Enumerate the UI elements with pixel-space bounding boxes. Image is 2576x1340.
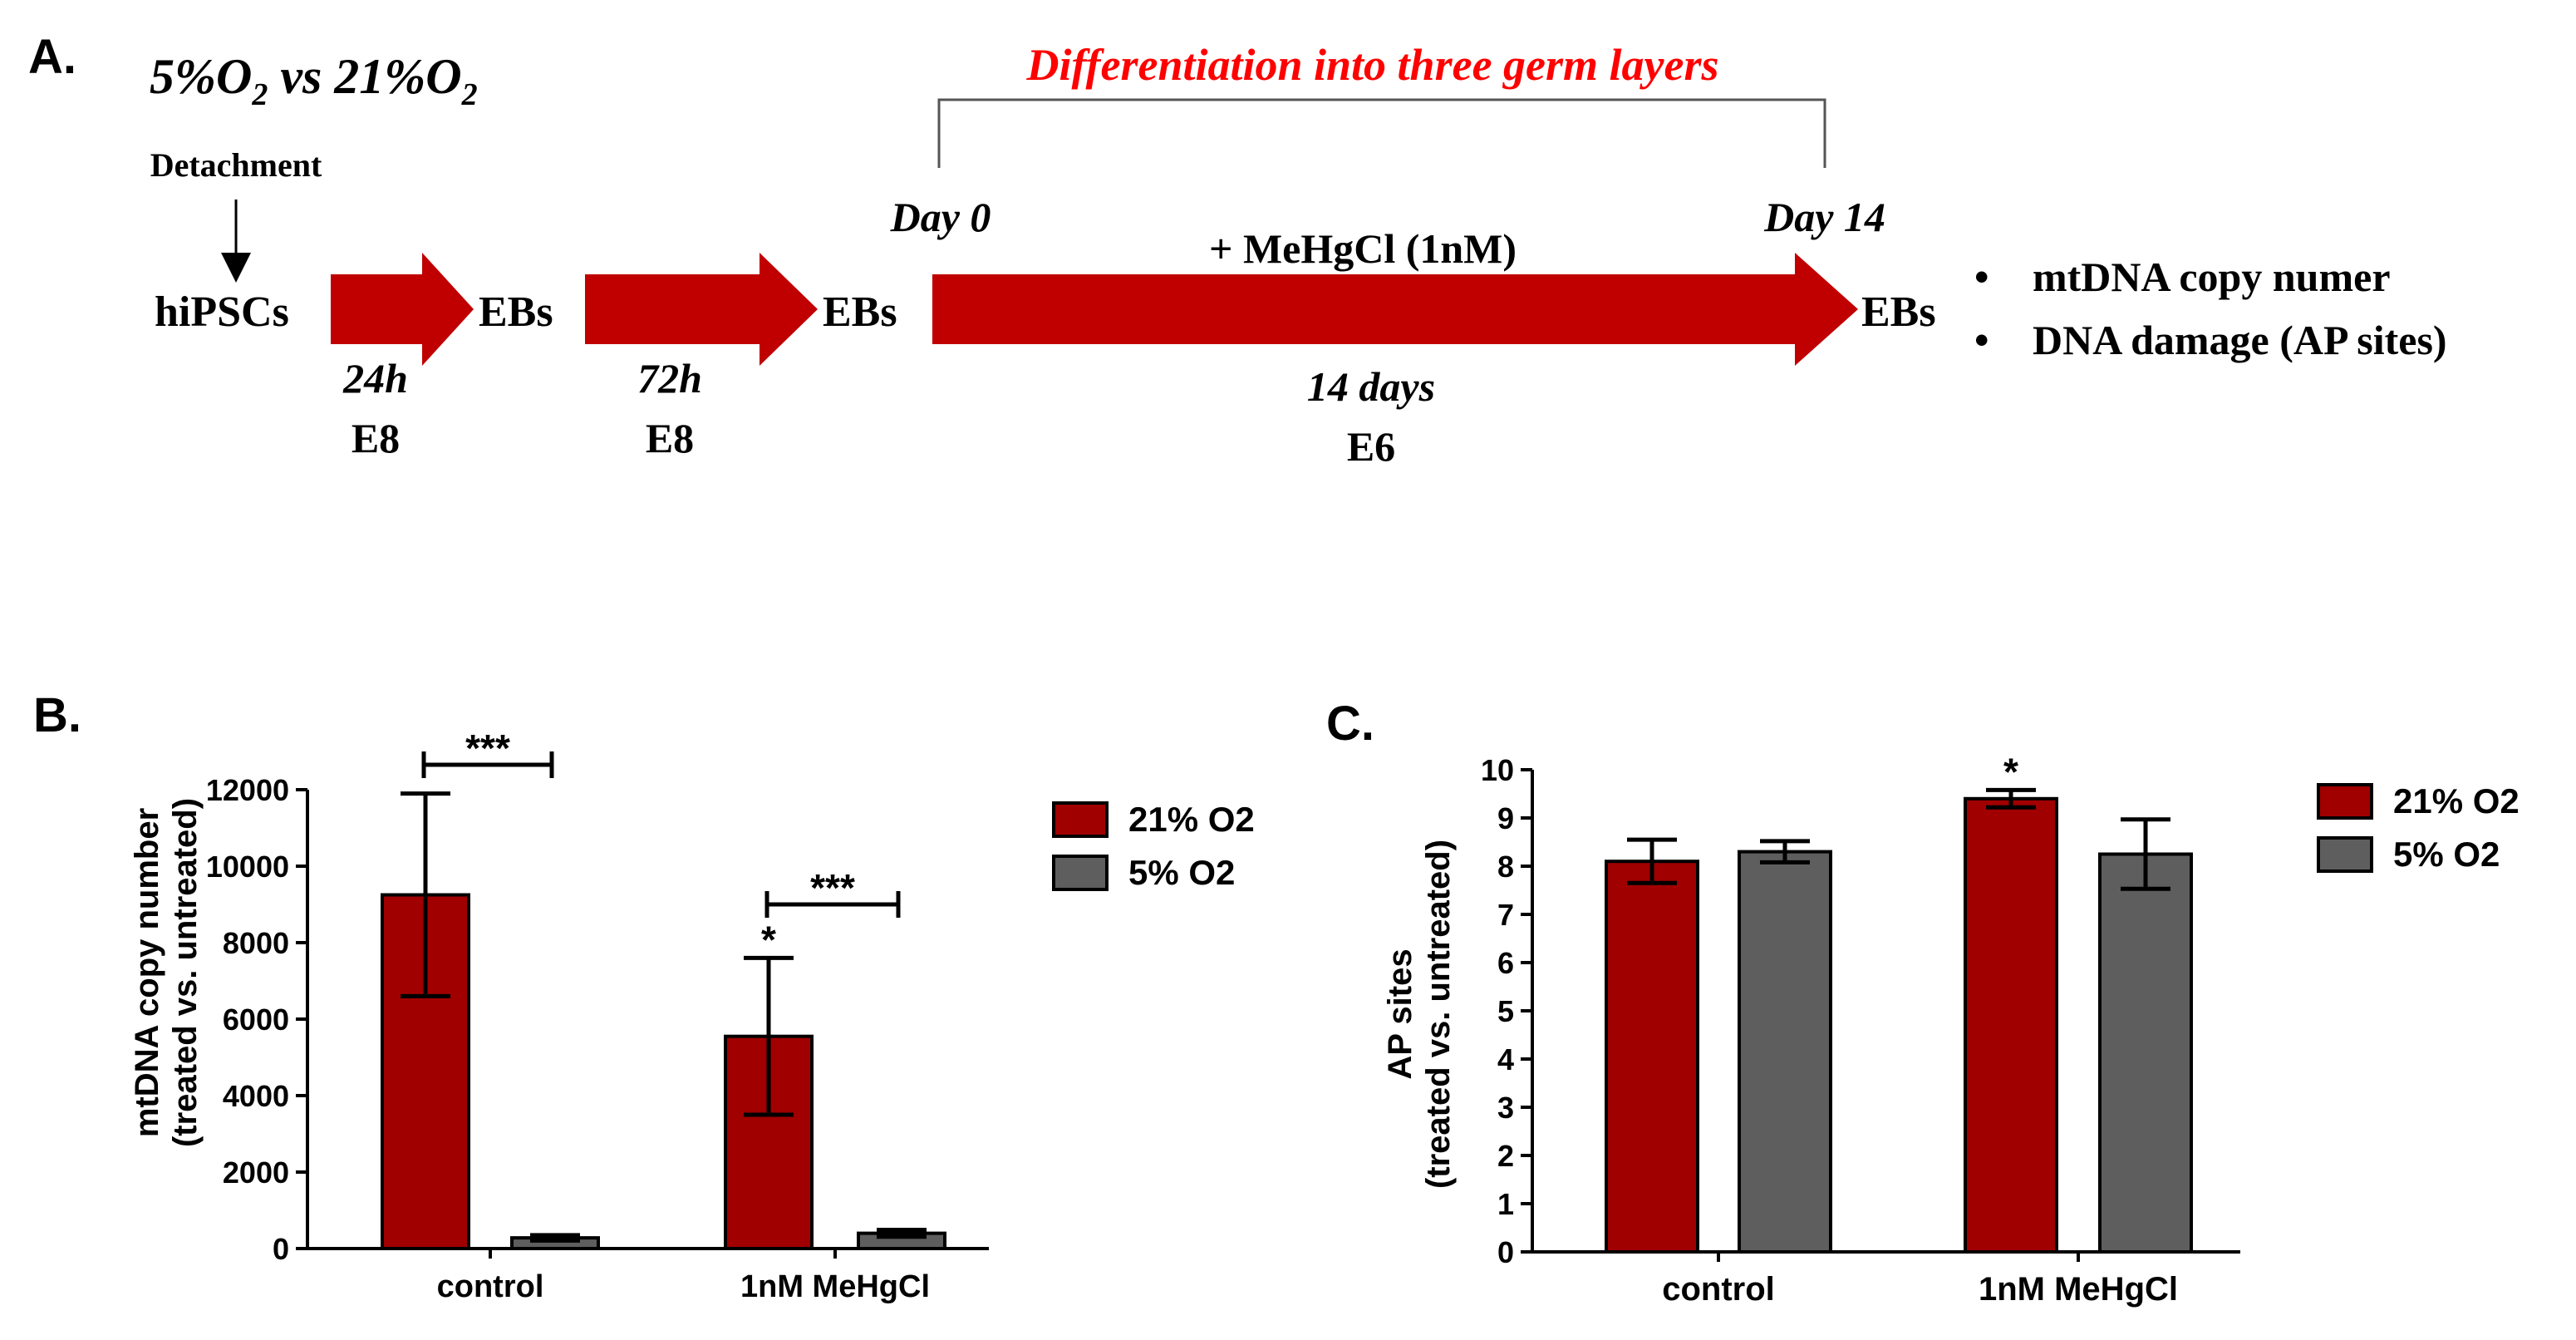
bullet-2-text: DNA damage (AP sites) xyxy=(2033,317,2447,363)
significance-star: * xyxy=(2003,750,2018,793)
panel-c-label: C. xyxy=(1326,697,1374,751)
y-tick-label: 10 xyxy=(1481,753,1514,787)
legend-swatch-21-o2 xyxy=(2317,783,2373,820)
y-tick-label: 4 xyxy=(1497,1042,1514,1076)
chart-b-legend: 21% O2 5% O2 xyxy=(1052,800,1255,892)
x-tick-label: control xyxy=(437,1269,544,1304)
chart-c-ylabel-2: (treated vs. untreated) xyxy=(1420,840,1457,1189)
arrow-72h xyxy=(585,253,818,366)
chart-b-ylabel-2: (treated vs. untreated) xyxy=(167,798,204,1147)
y-tick-label: 4000 xyxy=(223,1079,289,1113)
medium-e8-2: E8 xyxy=(646,415,694,461)
chart-c-legend: 21% O2 5% O2 xyxy=(2317,781,2519,874)
y-tick-label: 8 xyxy=(1497,850,1514,884)
detachment-label: Detachment xyxy=(150,146,322,184)
medium-e8-1: E8 xyxy=(351,415,400,461)
chart-b-ylabel-1: mtDNA copy number xyxy=(129,808,165,1137)
differentiation-bracket xyxy=(937,98,1826,168)
panel-b-label: B. xyxy=(33,688,81,742)
significance-stars: *** xyxy=(810,866,855,909)
arrow-14-days xyxy=(932,253,1858,366)
day-0-label: Day 0 xyxy=(890,194,991,240)
legend-label-5-o2: 5% O2 xyxy=(2393,835,2500,874)
panel-a-schematic: A. 5%O2 vs 21%O2 Detachment hiPSCs EBs 2… xyxy=(28,30,2447,470)
y-tick-label: 10000 xyxy=(206,850,289,884)
bar xyxy=(2098,852,2193,1254)
time-14-days: 14 days xyxy=(1307,363,1435,410)
y-tick-label: 9 xyxy=(1497,801,1514,835)
time-24h: 24h xyxy=(342,355,408,402)
ebs-label-1: EBs xyxy=(479,288,553,336)
ebs-label-2: EBs xyxy=(823,288,897,336)
legend-swatch-5-o2 xyxy=(1052,855,1109,891)
panel-a-label: A. xyxy=(28,30,76,84)
y-tick-label: 7 xyxy=(1497,898,1514,932)
bullet-1-marker: • xyxy=(1974,254,1989,300)
chart-c-ylabel-1: AP sites xyxy=(1382,948,1418,1079)
y-tick-label: 6000 xyxy=(223,1003,289,1037)
chart-c-ap-sites: C. AP sites (treated vs. untreated) 0 1 2 3… xyxy=(1326,697,2519,1308)
day-14-label: Day 14 xyxy=(1763,194,1885,240)
legend-swatch-21-o2 xyxy=(1052,801,1109,838)
significance-stars: *** xyxy=(465,727,510,770)
bar xyxy=(1738,850,1832,1254)
legend-label-21-o2: 21% O2 xyxy=(2393,781,2519,820)
y-tick-label: 5 xyxy=(1497,994,1514,1028)
chart-b-mtdna: B. mtDNA copy number (treated vs. untrea… xyxy=(33,688,1255,1304)
differentiation-label: Differentiation into three germ layers xyxy=(1026,40,1719,90)
ebs-label-3: EBs xyxy=(1861,288,1936,336)
bar xyxy=(1605,860,1699,1254)
significance-star: * xyxy=(761,918,776,961)
y-tick-label: 0 xyxy=(1497,1235,1514,1269)
y-tick-label: 3 xyxy=(1497,1091,1514,1125)
legend-label-21-o2: 21% O2 xyxy=(1128,800,1255,839)
y-tick-label: 12000 xyxy=(206,773,289,807)
medium-e6: E6 xyxy=(1347,423,1395,470)
legend-swatch-5-o2 xyxy=(2317,836,2373,873)
condition-title: 5%O2 vs 21%O2 xyxy=(150,49,478,112)
y-tick-label: 2 xyxy=(1497,1139,1514,1173)
y-tick-label: 6 xyxy=(1497,946,1514,980)
y-tick-label: 8000 xyxy=(223,926,289,960)
arrow-24h xyxy=(331,253,474,366)
bullet-1-text: mtDNA copy numer xyxy=(2033,254,2391,300)
legend-label-5-o2: 5% O2 xyxy=(1128,853,1235,892)
y-tick-label: 2000 xyxy=(223,1155,289,1190)
bar xyxy=(1964,796,2058,1254)
bullet-2-marker: • xyxy=(1974,317,1989,363)
x-tick-label: 1nM MeHgCl xyxy=(1979,1271,2178,1308)
y-tick-label: 1 xyxy=(1497,1187,1514,1221)
y-tick-label: 0 xyxy=(273,1232,289,1266)
time-72h: 72h xyxy=(637,355,702,402)
x-tick-label: 1nM MeHgCl xyxy=(740,1269,930,1304)
hipscs-label: hiPSCs xyxy=(155,288,289,336)
treatment-label: + MeHgCl (1nM) xyxy=(1209,225,1517,272)
x-tick-label: control xyxy=(1662,1271,1775,1308)
